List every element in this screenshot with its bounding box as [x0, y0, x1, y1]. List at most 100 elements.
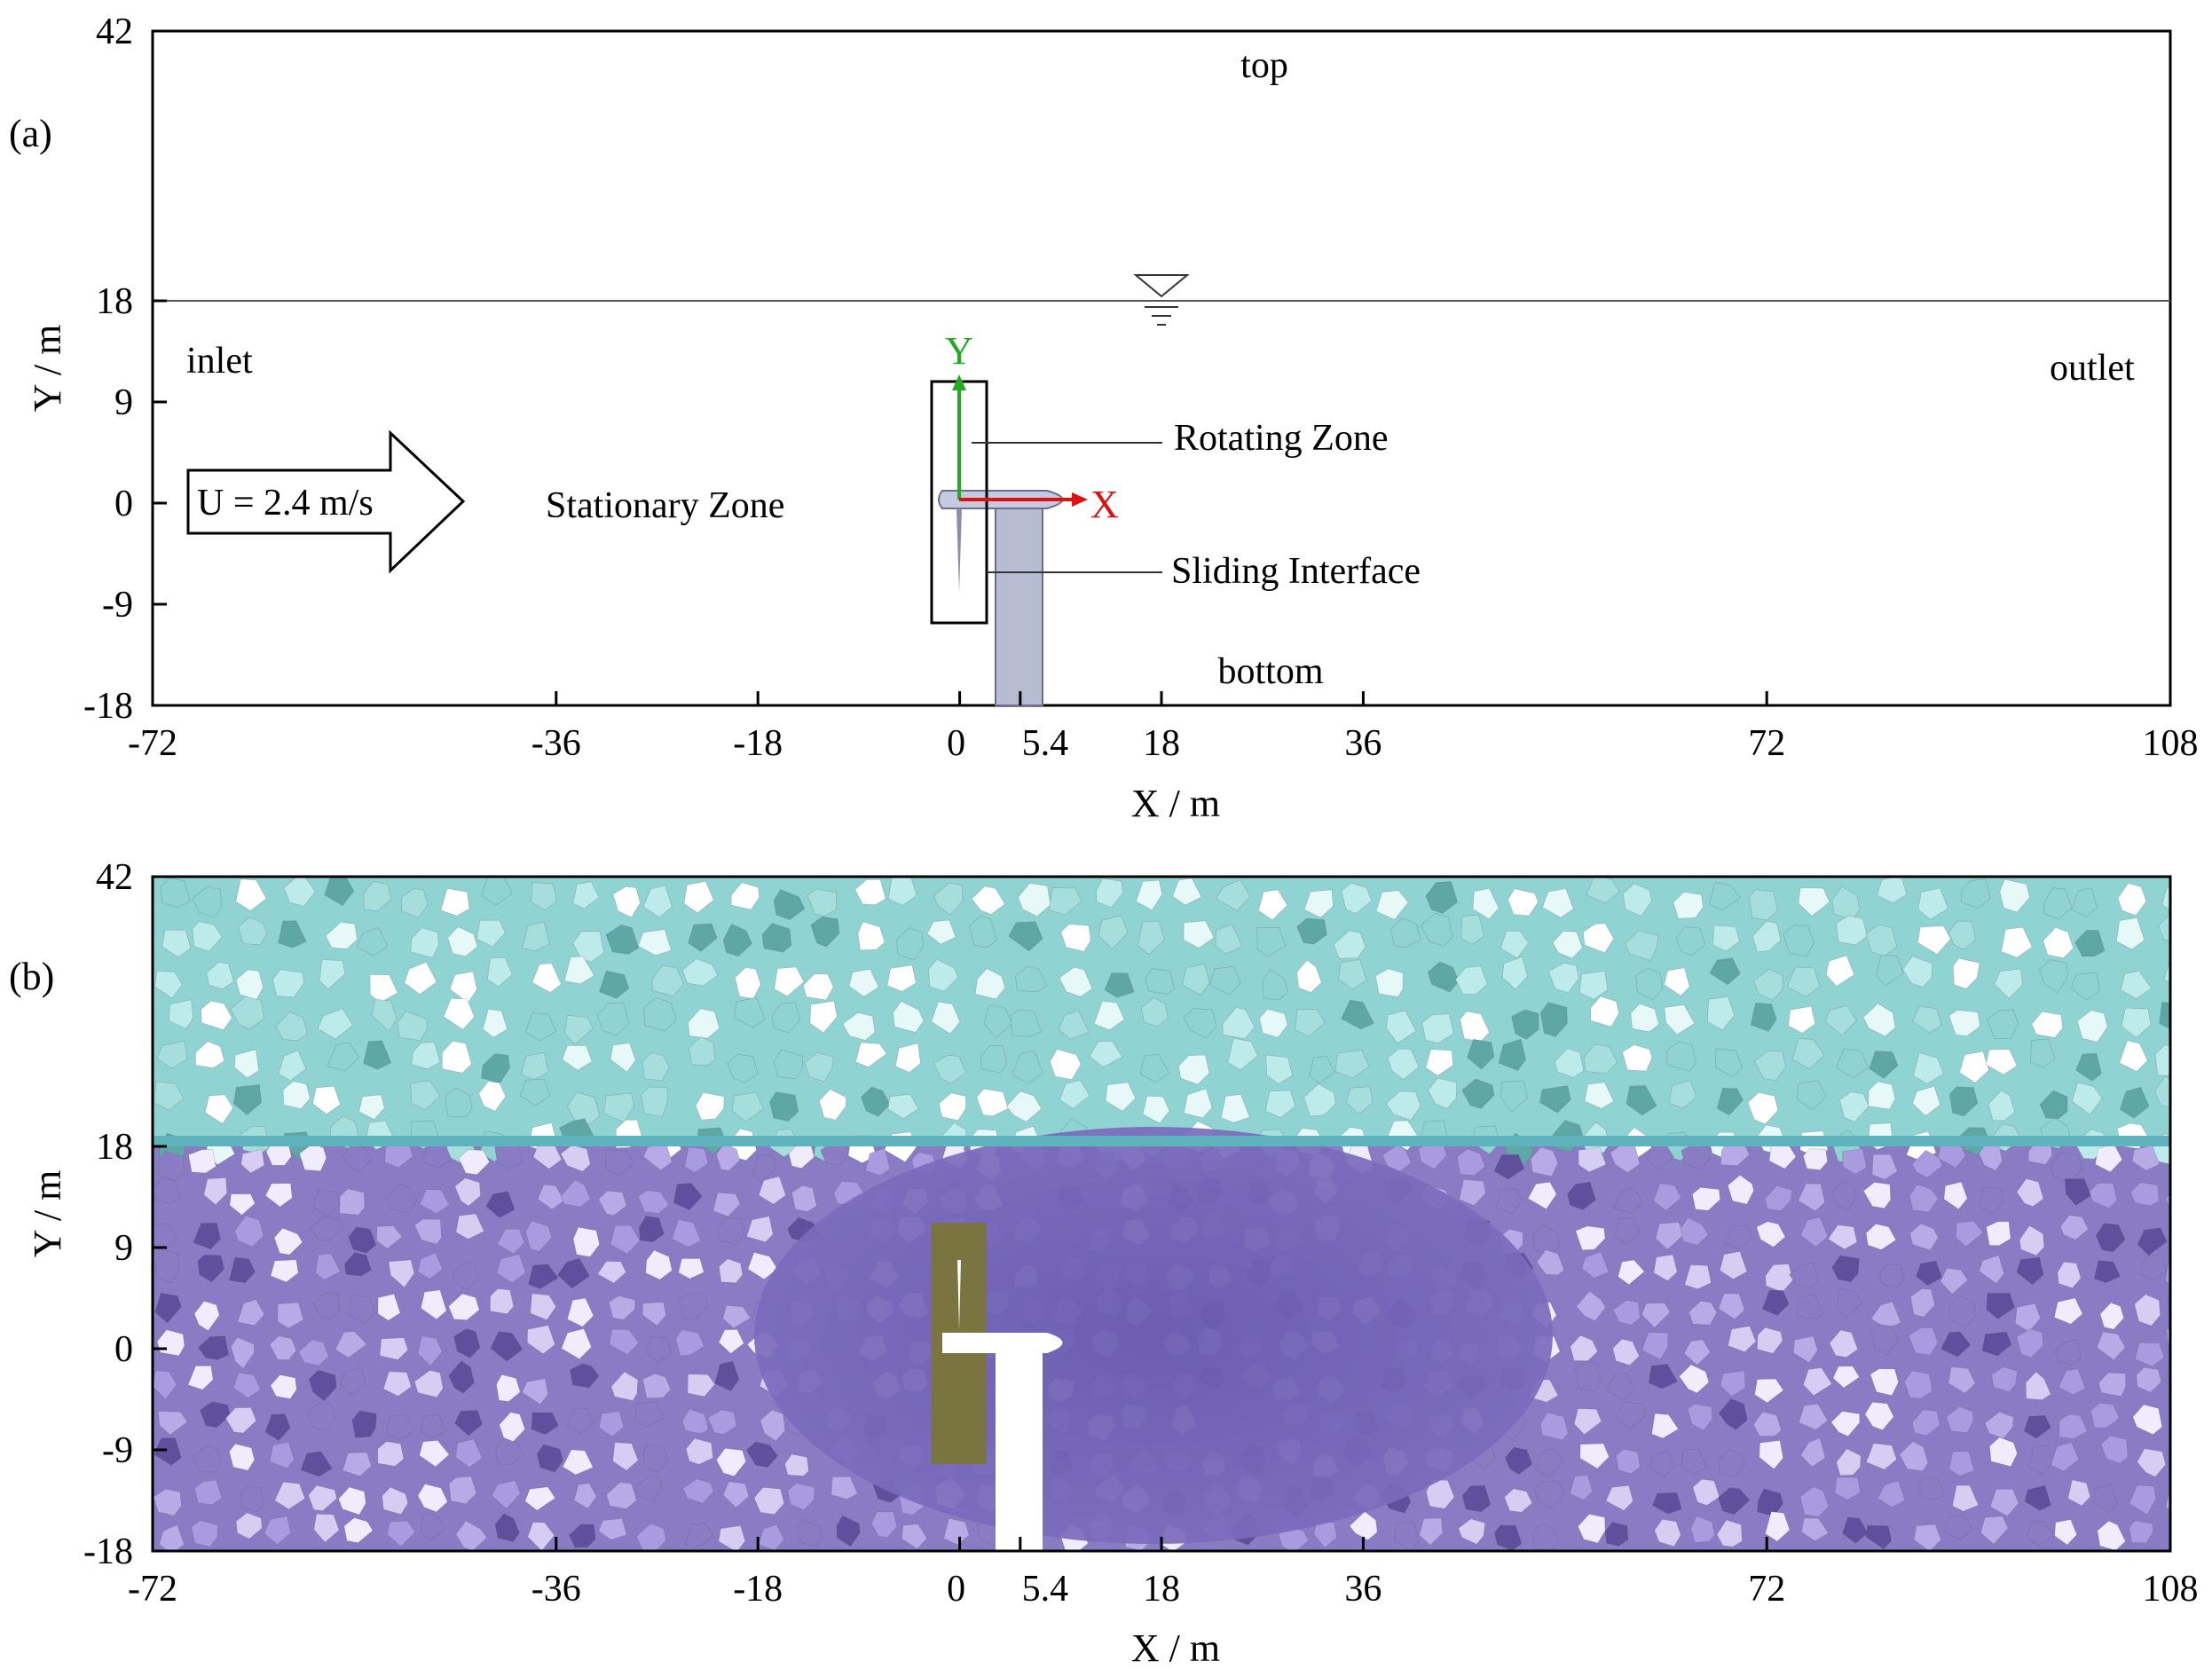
mesh-cell [598, 1190, 627, 1216]
mesh-cell [1836, 1448, 1862, 1476]
mesh-cell [187, 1366, 214, 1390]
mesh-cell [2075, 1052, 2102, 1082]
mesh-cell [1664, 967, 1690, 996]
mesh-cell [895, 927, 924, 961]
mesh-cell [2071, 1082, 2103, 1115]
mesh-cell [2100, 1435, 2129, 1464]
mesh-cell [269, 1335, 297, 1360]
mesh-cell [1991, 1366, 2018, 1393]
mesh-cell [2064, 1178, 2091, 1206]
mesh-cell [1994, 968, 2023, 999]
x-tick-label: 5.4 [1022, 1569, 1069, 1610]
mesh-cell [1899, 1441, 1929, 1472]
mesh-cell [526, 1325, 555, 1355]
mesh-cell [715, 1143, 740, 1171]
y-tick-label: 9 [114, 382, 133, 423]
mesh-cell [417, 1335, 443, 1366]
mesh-cell [2168, 1451, 2170, 1461]
mesh-cell [1570, 1335, 1599, 1362]
mesh-cell [1720, 1370, 1746, 1398]
mesh-cell [774, 966, 805, 997]
mesh-cell [413, 1218, 442, 1245]
mesh-cell [1264, 1090, 1296, 1118]
mesh-cell [229, 1256, 256, 1284]
mesh-cell [448, 1360, 475, 1394]
mesh-cell [1089, 1041, 1123, 1067]
mesh-cell [1182, 964, 1210, 996]
mesh-cell [1683, 1339, 1712, 1366]
mesh-cell [1574, 1360, 1601, 1392]
mesh-cell [1612, 1299, 1641, 1326]
mesh-cell [1641, 1303, 1671, 1328]
mesh-cell [606, 1482, 637, 1509]
mesh-cell [1220, 1093, 1250, 1123]
mesh-cell [1917, 1476, 1946, 1500]
mesh-cell [1018, 882, 1051, 917]
mesh-cell [522, 1378, 548, 1405]
mesh-cell [327, 1042, 359, 1071]
mesh-cell [818, 1089, 847, 1121]
mesh-cell [1798, 887, 1830, 917]
mesh-cell [1669, 1080, 1697, 1109]
mesh-cell [2159, 1002, 2170, 1030]
mesh-cell [1258, 889, 1288, 921]
turbine-tower [995, 508, 1043, 706]
mesh-cell [278, 1050, 307, 1082]
mesh-cell [1864, 1401, 1894, 1431]
sliding-interface-label: Sliding Interface [1171, 551, 1421, 592]
mesh-cell [193, 1222, 221, 1249]
mesh-cell [2129, 1520, 2154, 1544]
x-tick-label: 0 [947, 1569, 965, 1610]
mesh-cell [1862, 1182, 1892, 1209]
mesh-cell [1337, 959, 1367, 990]
mesh-cell [1825, 955, 1855, 987]
mesh-cell [747, 1252, 778, 1280]
mesh-cell [752, 1154, 776, 1184]
mesh-cell [1842, 1148, 1868, 1175]
mesh-cell [324, 877, 355, 906]
mesh-cell [562, 1045, 593, 1071]
mesh-cell [1573, 1408, 1602, 1436]
mesh-cell [194, 1041, 225, 1068]
mesh-cell [2119, 1040, 2148, 1072]
mesh-cell [1341, 882, 1373, 915]
mesh-cell [1581, 1251, 1610, 1279]
mesh-cell [1866, 1443, 1897, 1470]
mesh-cell [1455, 965, 1488, 995]
mesh-cell [605, 925, 640, 955]
mesh-cell [642, 885, 673, 918]
mesh-cell [1496, 1188, 1523, 1215]
mesh-cell [707, 1409, 737, 1435]
mesh-cell [313, 1513, 340, 1543]
mesh-cell [1719, 1251, 1748, 1279]
mesh-cell [1059, 1079, 1090, 1109]
mesh-cell [1862, 1003, 1896, 1037]
mesh-cell [494, 1513, 520, 1542]
mesh-cell [1048, 887, 1082, 916]
mesh-cell [2019, 1224, 2045, 1256]
mesh-cell [1912, 1085, 1941, 1116]
mesh-cell [1786, 966, 1821, 997]
mesh-cell [1579, 1443, 1610, 1469]
mesh-cell [1796, 1080, 1827, 1111]
mesh-cell [1909, 1288, 1936, 1318]
mesh-cell [1428, 1077, 1458, 1109]
mesh-cell [384, 1141, 413, 1169]
mesh-cell [1104, 972, 1135, 998]
mesh-cell [1460, 914, 1485, 945]
mesh-cell [1295, 1009, 1326, 1037]
mesh-cell [2076, 1010, 2108, 1043]
mesh-cell [2074, 929, 2106, 957]
mesh-cell [722, 1304, 752, 1329]
mesh-cell [598, 1410, 625, 1437]
mesh-cell [159, 1523, 185, 1551]
mesh-cell [651, 964, 684, 997]
mesh-cell [2099, 1302, 2125, 1330]
mesh-cell [1909, 1223, 1939, 1251]
mesh-cell [1689, 1300, 1718, 1326]
mesh-cell [1798, 1403, 1829, 1430]
mesh-cell [153, 1223, 177, 1250]
boundary-top-label: top [1240, 45, 1288, 86]
mesh-cell [787, 1483, 815, 1511]
mesh-cell [382, 1371, 412, 1397]
